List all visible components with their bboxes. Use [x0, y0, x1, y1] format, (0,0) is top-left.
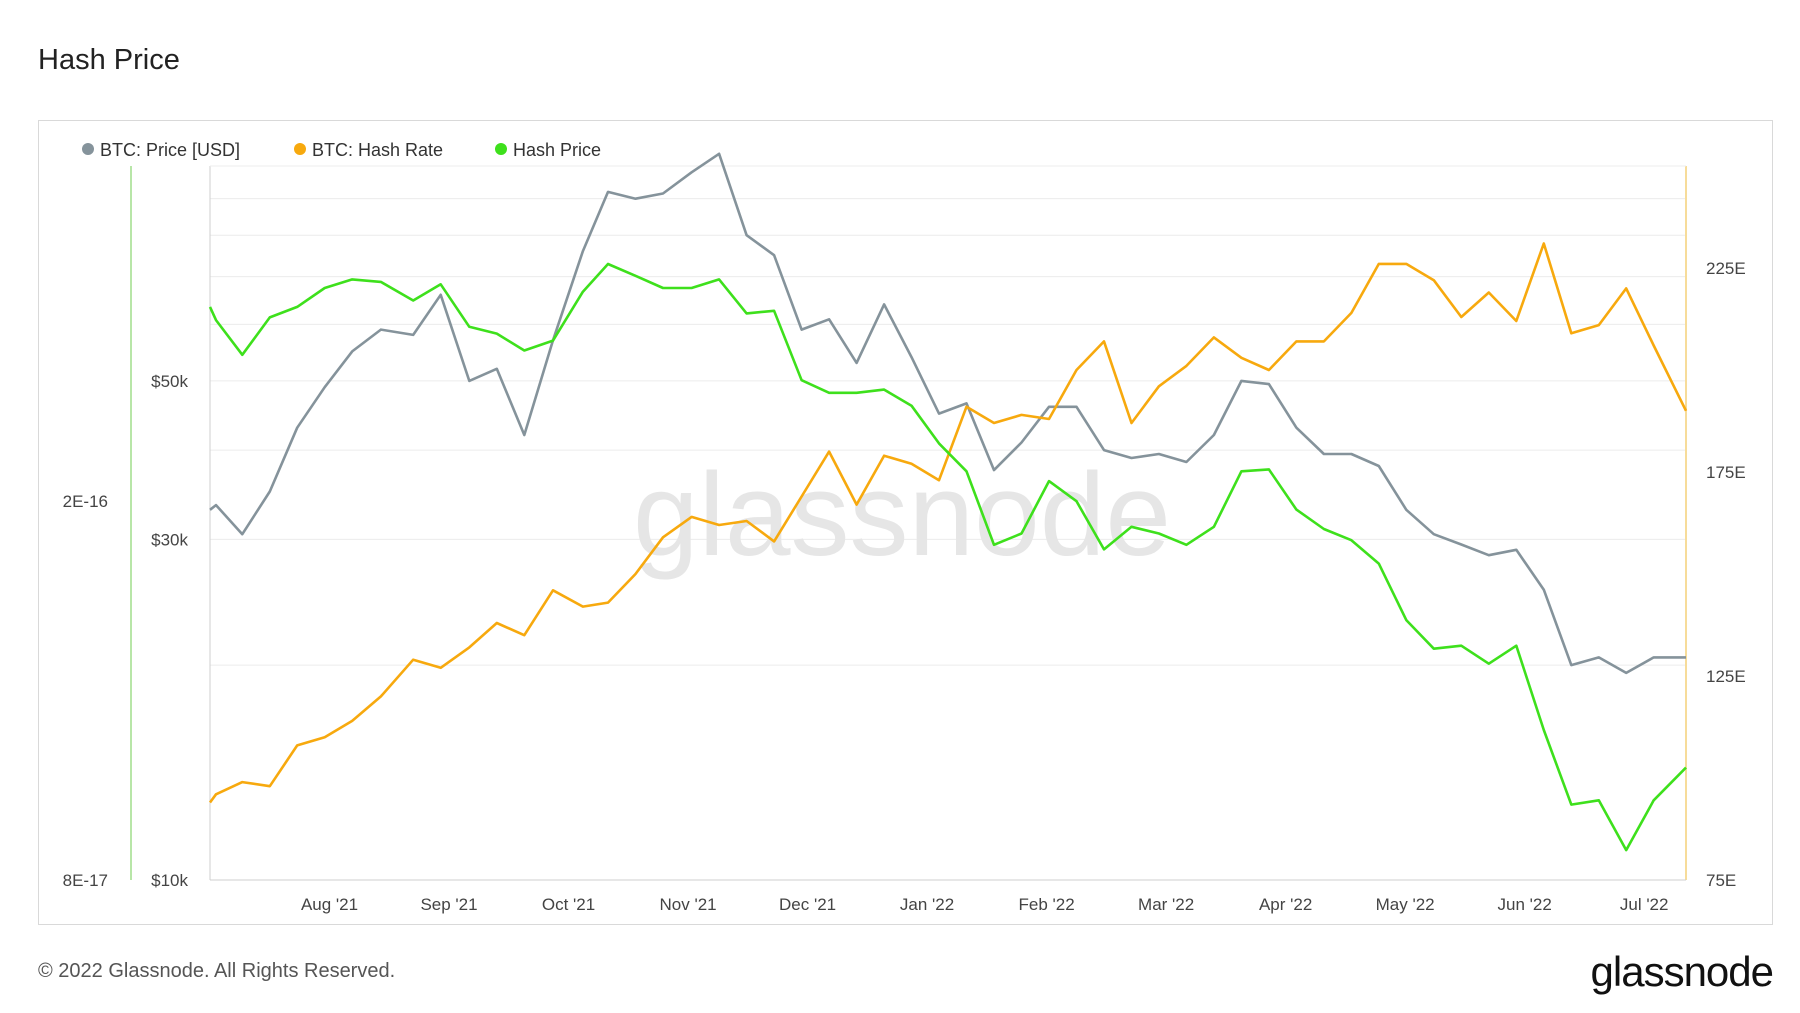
x-axis-tick: Nov '21: [660, 895, 717, 914]
price-axis-tick: $30k: [151, 530, 188, 549]
x-axis-tick: Feb '22: [1019, 895, 1075, 914]
glassnode-logo[interactable]: glassnode: [1590, 948, 1774, 995]
x-axis-tick: Aug '21: [301, 895, 358, 914]
hash-rate-axis-tick: 225E: [1706, 259, 1746, 278]
page-title: Hash Price: [38, 44, 180, 76]
x-axis-tick: Jan '22: [900, 895, 954, 914]
hash-rate-axis-tick: 75E: [1706, 871, 1736, 890]
gridlines: [210, 165, 1686, 666]
x-axis-tick: Jun '22: [1498, 895, 1552, 914]
hash-price-line: [208, 262, 1687, 852]
watermark-text: glassnode: [633, 449, 1171, 581]
legend-dot-price: [82, 143, 94, 155]
x-axis-tick: Sep '21: [420, 895, 477, 914]
x-axis-tick: Apr '22: [1259, 895, 1312, 914]
legend-dot-hash-rate: [294, 143, 306, 155]
hash-price-axis-tick: 8E-17: [63, 871, 108, 890]
hash-rate-axis-tick: 125E: [1706, 667, 1746, 686]
legend-label-hash-price[interactable]: Hash Price: [513, 140, 601, 160]
legend-label-price[interactable]: BTC: Price [USD]: [100, 140, 240, 160]
copyright-footer: © 2022 Glassnode. All Rights Reserved.: [38, 960, 396, 982]
x-axis-tick: May '22: [1376, 895, 1435, 914]
chart-frame: [38, 120, 1773, 925]
series-lines: [208, 152, 1688, 852]
hash-price-axis-tick: 2E-16: [63, 492, 108, 511]
btc-price-line: [209, 152, 1686, 675]
price-axis-tick: $50k: [151, 372, 188, 391]
hash-rate-axis-tick: 175E: [1706, 463, 1746, 482]
x-axis-tick: Oct '21: [542, 895, 595, 914]
axis-ticks: $10k $30k $50k 8E-17 2E-16 75E 125E 175E 225E Aug…: [63, 259, 1746, 914]
x-axis-tick: Jul '22: [1620, 895, 1669, 914]
x-axis-tick: Mar '22: [1138, 895, 1194, 914]
price-axis-tick: $10k: [151, 871, 188, 890]
legend: BTC: Price [USD] BTC: Hash Rate Hash Pri…: [82, 140, 601, 160]
x-axis-tick: Dec '21: [779, 895, 836, 914]
legend-label-hash-rate[interactable]: BTC: Hash Rate: [312, 140, 443, 160]
legend-dot-hash-price: [495, 143, 507, 155]
hash-rate-line: [208, 242, 1688, 804]
